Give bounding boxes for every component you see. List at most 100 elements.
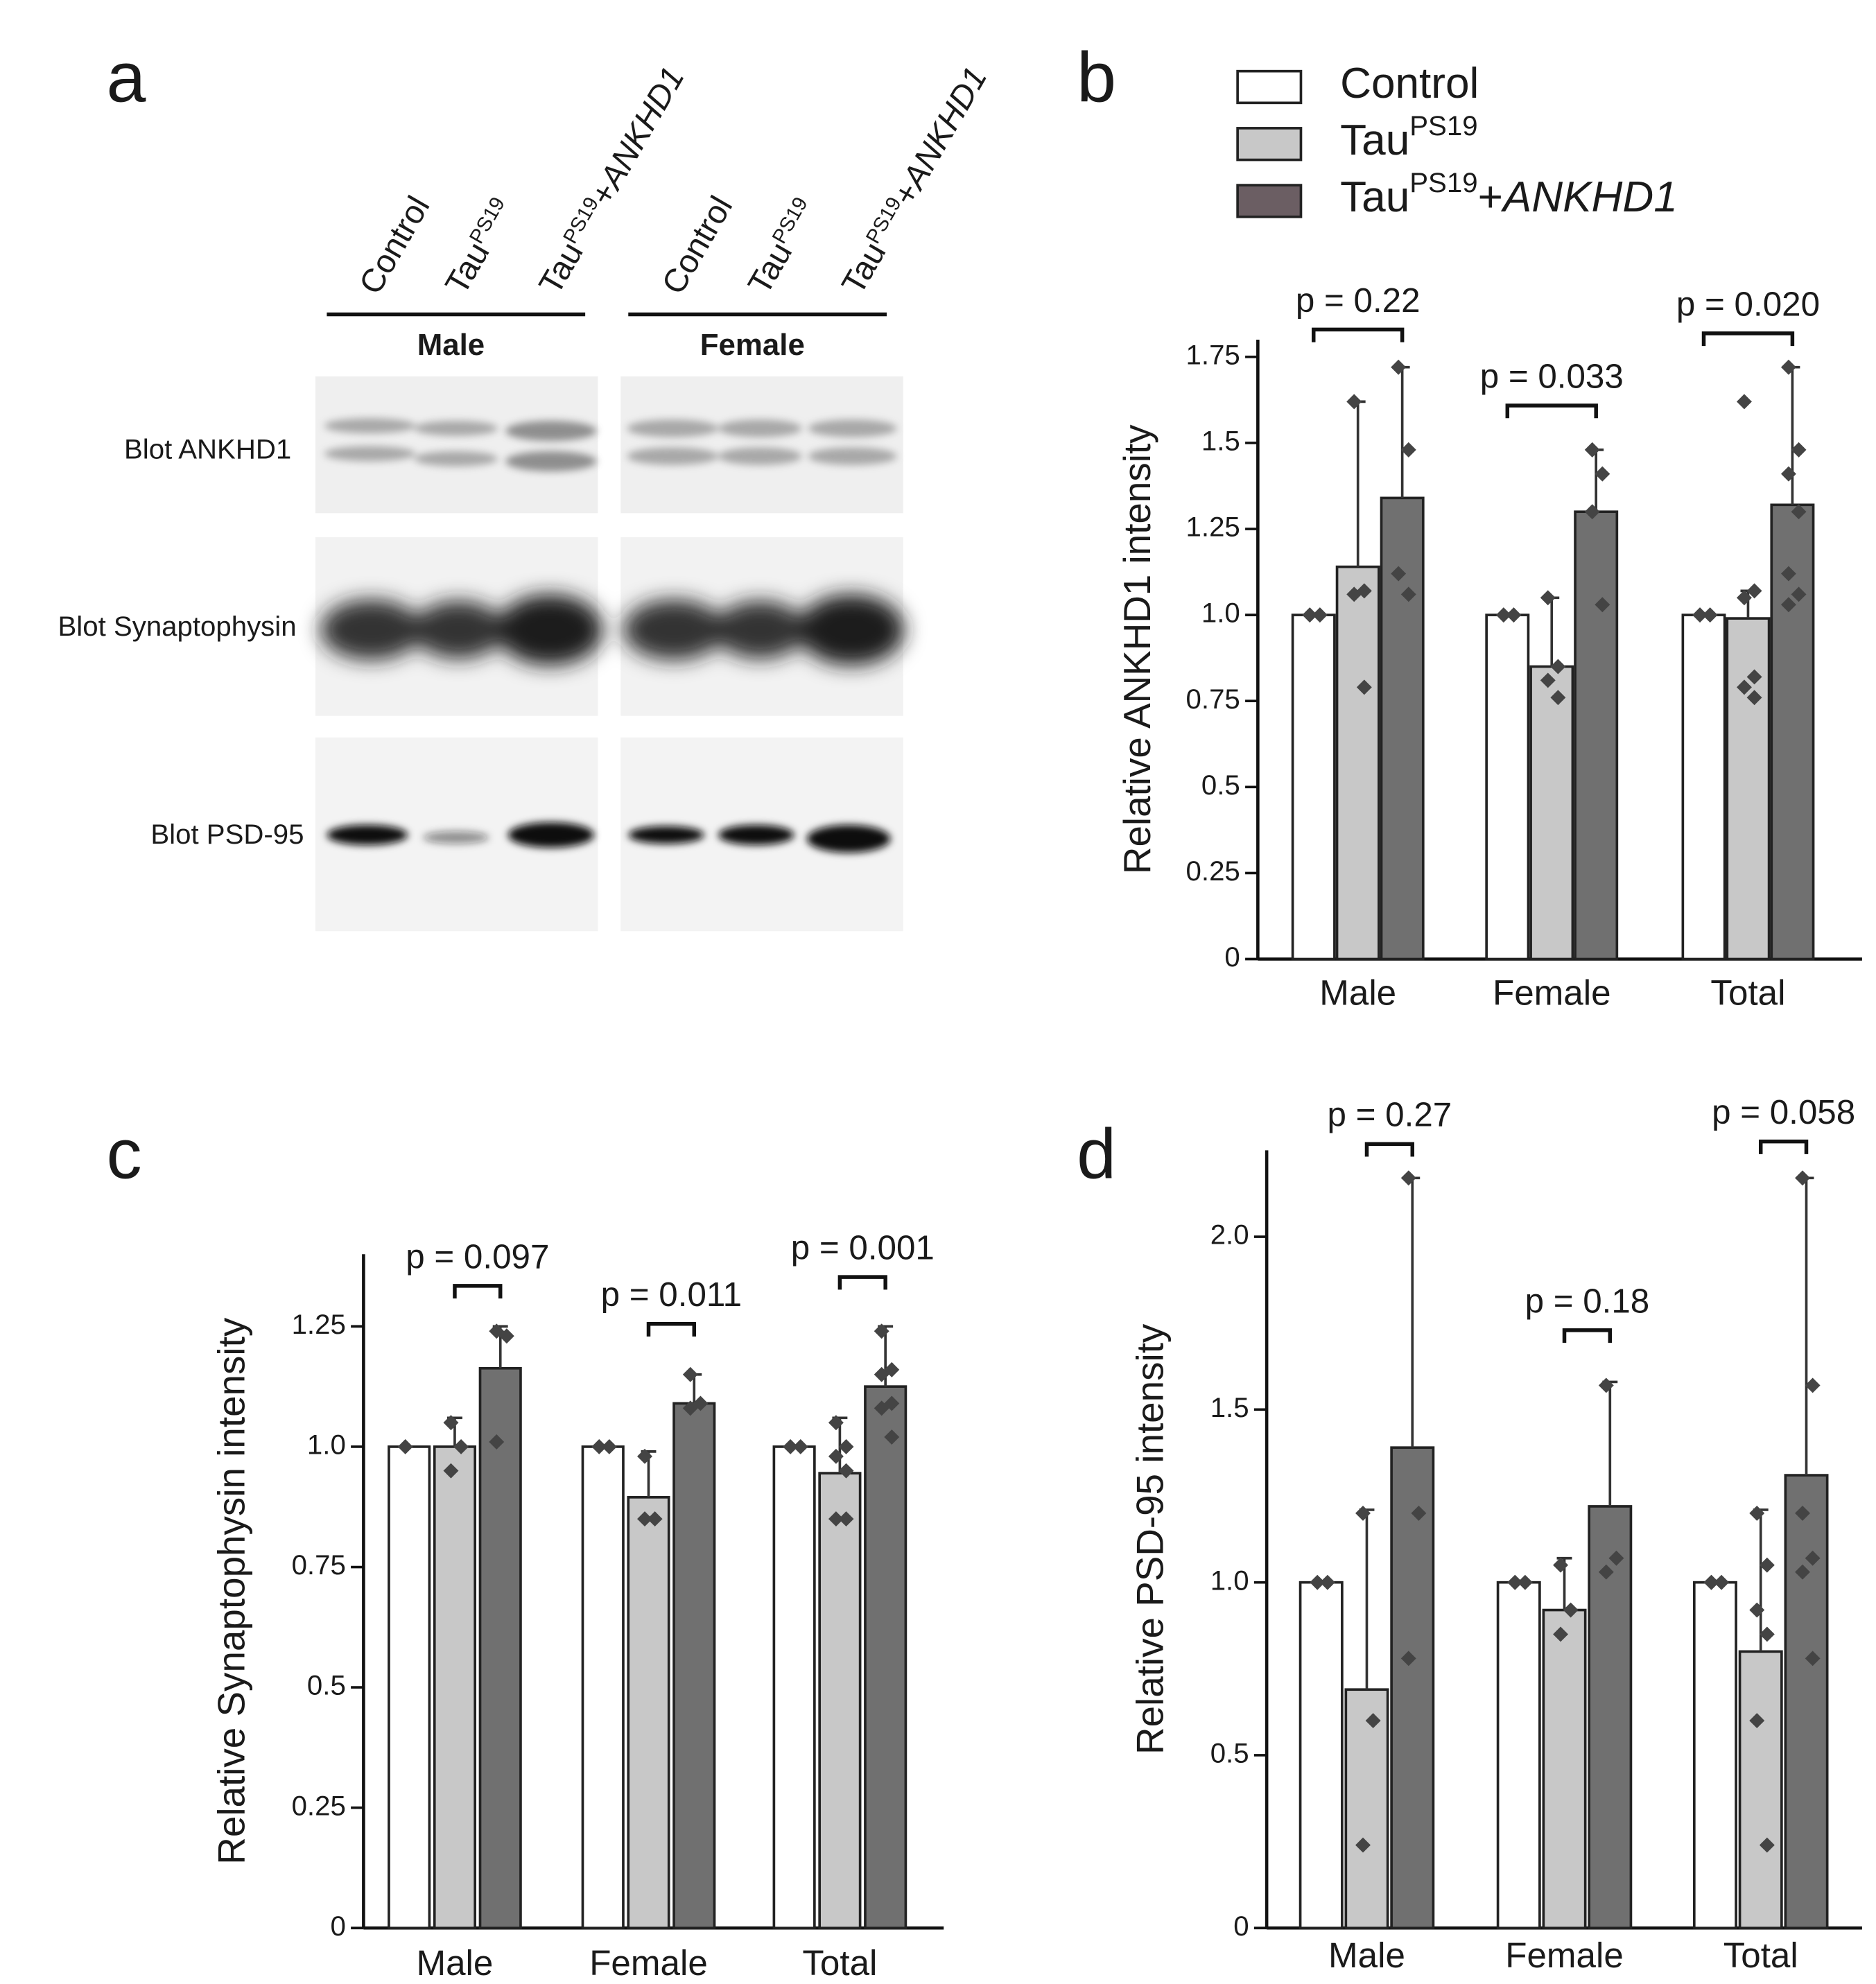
bar: [1738, 1650, 1783, 1930]
p-value: p = 0.27: [1328, 1096, 1452, 1134]
data-point: [1540, 672, 1556, 688]
blot-group-label: Male: [417, 328, 485, 362]
data-point: [443, 1463, 459, 1479]
x-tick-label: Female: [589, 1943, 708, 1983]
data-point: [1737, 679, 1752, 695]
y-tick-label: 1.5: [1201, 426, 1240, 457]
data-point: [1795, 1170, 1810, 1186]
bar: [1574, 510, 1619, 961]
data-point: [489, 1434, 505, 1450]
data-point: [1702, 607, 1718, 623]
blot-row-label: Blot Synaptophysin: [58, 611, 297, 642]
chart: 0 0.5 1.0 1.5 2.0 Relative PSD-95 intensity Ma…: [1128, 1093, 1862, 1975]
data-point: [637, 1511, 652, 1527]
data-point: [1805, 1377, 1821, 1393]
bar: [1770, 503, 1815, 961]
y-tick-label: 0.5: [307, 1670, 346, 1701]
bar: [581, 1445, 625, 1930]
data-point: [838, 1511, 854, 1527]
data-point: [647, 1511, 663, 1527]
p-value: p = 0.001: [791, 1229, 935, 1267]
lane-label: Control: [655, 190, 740, 300]
data-point: [1595, 597, 1610, 613]
data-point: [453, 1438, 469, 1454]
data-point: [1805, 1550, 1821, 1566]
data-point: [1365, 1713, 1381, 1729]
data-point: [1737, 394, 1752, 410]
blot-row-label: Blot PSD-95: [150, 819, 304, 850]
data-point: [792, 1438, 808, 1454]
legend-label: TauPS19+ANKHD1: [1340, 167, 1678, 221]
p-value: p = 0.058: [1712, 1093, 1855, 1131]
x-tick-label: Female: [1505, 1935, 1624, 1975]
data-point: [1391, 566, 1407, 582]
y-tick-label: 0.25: [292, 1790, 346, 1821]
data-point: [682, 1400, 698, 1416]
x-tick-label: Total: [1723, 1935, 1798, 1975]
panel-letter: a: [106, 37, 146, 117]
data-point: [397, 1438, 413, 1454]
blot-images: [315, 312, 905, 932]
data-point: [1346, 394, 1362, 410]
data-point: [1411, 1505, 1427, 1521]
data-point: [874, 1366, 889, 1382]
significance-bracket: [1758, 1139, 1809, 1154]
y-tick-label: 0: [1233, 1911, 1249, 1942]
bar: [1485, 614, 1530, 961]
y-tick-label: 0.75: [292, 1549, 346, 1581]
blot-group-label: Female: [700, 328, 805, 362]
legend-swatch: [1236, 184, 1303, 218]
data-point: [1795, 1564, 1810, 1580]
data-point: [498, 1328, 514, 1344]
data-point: [1400, 1651, 1416, 1667]
legend-label: TauPS19: [1340, 110, 1477, 164]
bar: [772, 1445, 816, 1930]
bar: [1588, 1505, 1633, 1930]
data-point: [1302, 607, 1318, 623]
legend-label: Control: [1340, 60, 1479, 107]
y-tick-label: 1.0: [1201, 598, 1240, 629]
panel-letter: d: [1077, 1114, 1116, 1194]
data-point: [828, 1511, 844, 1527]
p-value: p = 0.033: [1480, 357, 1624, 395]
data-point: [1517, 1574, 1533, 1590]
legend-swatch: [1236, 127, 1303, 162]
data-point: [828, 1415, 844, 1431]
data-point: [1746, 583, 1762, 599]
y-tick-label: 0: [1224, 941, 1240, 973]
data-point: [1319, 1574, 1335, 1590]
bar: [1726, 617, 1771, 961]
data-point: [1355, 1505, 1371, 1521]
y-tick-label: 1.5: [1210, 1392, 1249, 1423]
data-point: [1584, 504, 1600, 520]
data-point: [1780, 359, 1796, 375]
x-tick-label: Male: [1328, 1935, 1405, 1975]
significance-bracket: [1562, 1328, 1613, 1343]
data-point: [1400, 442, 1416, 458]
data-point: [1780, 597, 1796, 613]
data-point: [1791, 586, 1807, 602]
significance-bracket: [646, 1321, 697, 1337]
data-point: [1550, 690, 1566, 706]
p-value: p = 0.020: [1676, 285, 1820, 323]
data-point: [874, 1323, 889, 1339]
bar: [1335, 565, 1380, 961]
bar: [478, 1366, 522, 1930]
data-point: [1598, 1564, 1614, 1580]
data-point: [1400, 1170, 1416, 1186]
data-point: [1780, 466, 1796, 482]
data-point: [1355, 1837, 1371, 1853]
data-point: [1746, 690, 1762, 706]
chart: 0 0.25 0.5 0.75 1.0 1.25 Relative Synaptophysi…: [210, 1229, 944, 1983]
bar: [1344, 1688, 1389, 1930]
y-tick-label: 1.75: [1186, 339, 1240, 370]
y-tick-label: 1.0: [1210, 1565, 1249, 1596]
y-tick-label: 0.25: [1186, 855, 1240, 887]
significance-bracket: [1312, 327, 1405, 342]
bar: [1542, 1608, 1587, 1930]
data-point: [1400, 586, 1416, 602]
legend-swatch: [1236, 69, 1303, 105]
bar: [388, 1445, 431, 1930]
data-point: [1563, 1602, 1579, 1618]
